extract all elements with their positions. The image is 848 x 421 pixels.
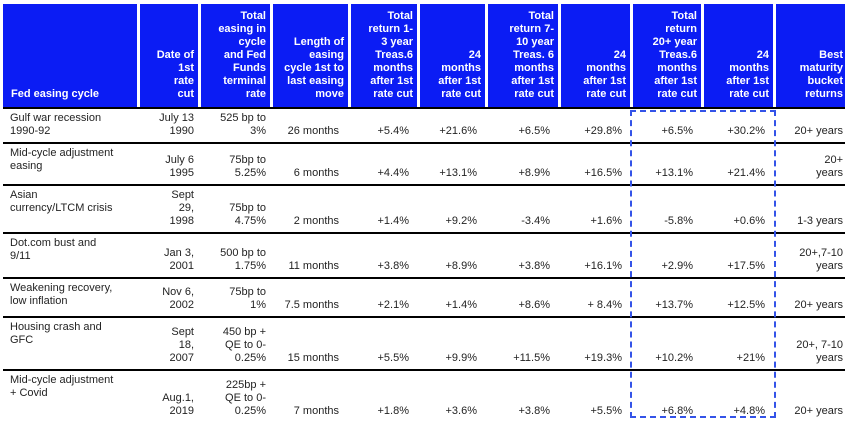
cell-7-10y-6m: +8.6% <box>518 299 551 311</box>
cell-20y-24m: +17.5% <box>727 260 765 272</box>
cell-cycle: Weakening recovery, low inflation <box>10 282 113 307</box>
cell-best-bucket: 1-3 years <box>797 215 843 227</box>
header-7-10y-24m: 24 months after 1st rate cut <box>561 4 630 107</box>
cell-20y-24m: +0.6% <box>733 215 766 227</box>
cell-20y-6m: +13.7% <box>655 299 693 311</box>
cell-best-bucket: 20+ years <box>794 405 843 417</box>
cell-7-10y-6m: +6.5% <box>518 125 551 137</box>
cell-date: Sept 18, 2007 <box>169 326 194 364</box>
table-row: Housing crash and GFC Sept 18, 2007 450 … <box>3 318 845 371</box>
header-best-maturity-bucket: Best maturity bucket returns <box>776 4 845 107</box>
cell-best-bucket: 20+ years <box>794 125 843 137</box>
table-row: Weakening recovery, low inflation Nov 6,… <box>3 279 845 318</box>
header-total-easing: Total easing in cycle and Fed Funds term… <box>201 4 270 107</box>
cell-20y-24m: +30.2% <box>727 125 765 137</box>
table-row: Mid-cycle adjustment easing July 6 1995 … <box>3 144 845 186</box>
cell-cycle: Asian currency/LTCM crisis <box>10 189 113 214</box>
cell-easing: 75bp to 5.25% <box>229 154 266 179</box>
cell-1-3y-6m: +5.4% <box>377 125 410 137</box>
cell-best-bucket: 20+ years <box>816 154 843 179</box>
cell-length: 2 months <box>293 215 339 227</box>
cell-length: 7.5 months <box>284 299 339 311</box>
cell-cycle: Gulf war recession 1990-92 <box>10 112 102 137</box>
header-fed-easing-cycle: Fed easing cycle <box>3 4 137 107</box>
cell-best-bucket: 20+ years <box>794 299 843 311</box>
cell-easing: 75bp to 1% <box>229 286 266 311</box>
cell-7-10y-6m: +8.9% <box>518 167 551 179</box>
header-return-1-3y-6m: Total return 1- 3 year Treas.6 months af… <box>351 4 417 107</box>
cell-easing: 75bp to 4.75% <box>229 202 266 227</box>
cell-date: Aug.1, 2019 <box>162 392 194 417</box>
cell-7-10y-6m: +3.8% <box>518 260 551 272</box>
cell-7-10y-6m: +11.5% <box>513 352 550 364</box>
cell-20y-6m: -5.8% <box>664 215 693 227</box>
cell-7-10y-24m: + 8.4% <box>587 299 622 311</box>
cell-7-10y-24m: +16.5% <box>584 167 622 179</box>
cell-easing: 500 bp to 1.75% <box>220 247 266 272</box>
cell-20y-6m: +10.2% <box>655 352 693 364</box>
header-20y-24m: 24 months after 1st rate cut <box>704 4 773 107</box>
cell-1-3y-24m: +1.4% <box>445 299 478 311</box>
cell-easing: 225bp + QE to 0- 0.25% <box>225 379 266 417</box>
cell-cycle: Mid-cycle adjustment easing <box>10 147 114 172</box>
cell-length: 7 months <box>293 405 339 417</box>
table-row: Gulf war recession 1990-92 July 13 1990 … <box>3 109 845 144</box>
table-row: Mid-cycle adjustment + Covid Aug.1, 2019… <box>3 371 845 421</box>
cell-best-bucket: 20+, 7-10 years <box>796 339 843 364</box>
cell-1-3y-24m: +3.6% <box>445 405 478 417</box>
cell-date: Jan 3, 2001 <box>164 247 194 272</box>
cell-date: Nov 6, 2002 <box>162 286 194 311</box>
header-1-3y-24m: 24 months after 1st rate cut <box>420 4 485 107</box>
header-return-7-10y-6m: Total return 7- 10 year Treas. 6 months … <box>488 4 558 107</box>
cell-7-10y-6m: +3.8% <box>518 405 551 417</box>
cell-20y-6m: +2.9% <box>661 260 694 272</box>
table-row: Asian currency/LTCM crisis Sept 29, 1998… <box>3 186 845 234</box>
cell-1-3y-6m: +2.1% <box>377 299 410 311</box>
cell-20y-6m: +6.5% <box>661 125 694 137</box>
cell-length: 26 months <box>287 125 339 137</box>
header-return-20y-6m: Total return 20+ year Treas.6 months aft… <box>633 4 701 107</box>
cell-20y-24m: +12.5% <box>727 299 765 311</box>
cell-cycle: Housing crash and GFC <box>10 321 102 346</box>
cell-cycle: Dot.com bust and 9/11 <box>10 237 97 262</box>
cell-easing: 450 bp + QE to 0- 0.25% <box>222 326 266 364</box>
cell-7-10y-24m: +29.8% <box>584 125 622 137</box>
cell-1-3y-6m: +1.8% <box>377 405 410 417</box>
cell-1-3y-24m: +13.1% <box>439 167 477 179</box>
cell-date: Sept 29, 1998 <box>169 189 194 227</box>
cell-1-3y-6m: +5.5% <box>377 352 410 364</box>
header-date-of-1st-rate-cut: Date of 1st rate cut <box>140 4 198 107</box>
cell-best-bucket: 20+,7-10 years <box>799 247 843 272</box>
cell-7-10y-24m: +1.6% <box>590 215 623 227</box>
cell-1-3y-24m: +21.6% <box>439 125 477 137</box>
cell-7-10y-6m: -3.4% <box>521 215 550 227</box>
table-row: Dot.com bust and 9/11 Jan 3, 2001 500 bp… <box>3 234 845 279</box>
cell-20y-24m: +21% <box>736 352 765 364</box>
cell-20y-6m: +6.8% <box>661 405 694 417</box>
cell-7-10y-24m: +5.5% <box>590 405 623 417</box>
cell-1-3y-24m: +9.9% <box>445 352 478 364</box>
cell-date: July 13 1990 <box>159 112 194 137</box>
cell-length: 15 months <box>287 352 339 364</box>
cell-20y-24m: +21.4% <box>727 167 765 179</box>
cell-1-3y-24m: +8.9% <box>445 260 478 272</box>
cell-1-3y-6m: +1.4% <box>377 215 410 227</box>
cell-length: 11 months <box>288 260 339 272</box>
table-header-row: Fed easing cycle Date of 1st rate cut To… <box>3 4 845 109</box>
header-length-of-cycle: Length of easing cycle 1st to last easin… <box>273 4 348 107</box>
cell-1-3y-6m: +4.4% <box>377 167 410 179</box>
cell-length: 6 months <box>293 167 339 179</box>
cell-7-10y-24m: +16.1% <box>584 260 622 272</box>
cell-20y-24m: +4.8% <box>733 405 766 417</box>
cell-easing: 525 bp to 3% <box>220 112 266 137</box>
cell-1-3y-24m: +9.2% <box>445 215 478 227</box>
cell-20y-6m: +13.1% <box>655 167 693 179</box>
cell-7-10y-24m: +19.3% <box>584 352 622 364</box>
cell-1-3y-6m: +3.8% <box>377 260 410 272</box>
cell-date: July 6 1995 <box>165 154 194 179</box>
cell-cycle: Mid-cycle adjustment + Covid <box>10 374 114 399</box>
